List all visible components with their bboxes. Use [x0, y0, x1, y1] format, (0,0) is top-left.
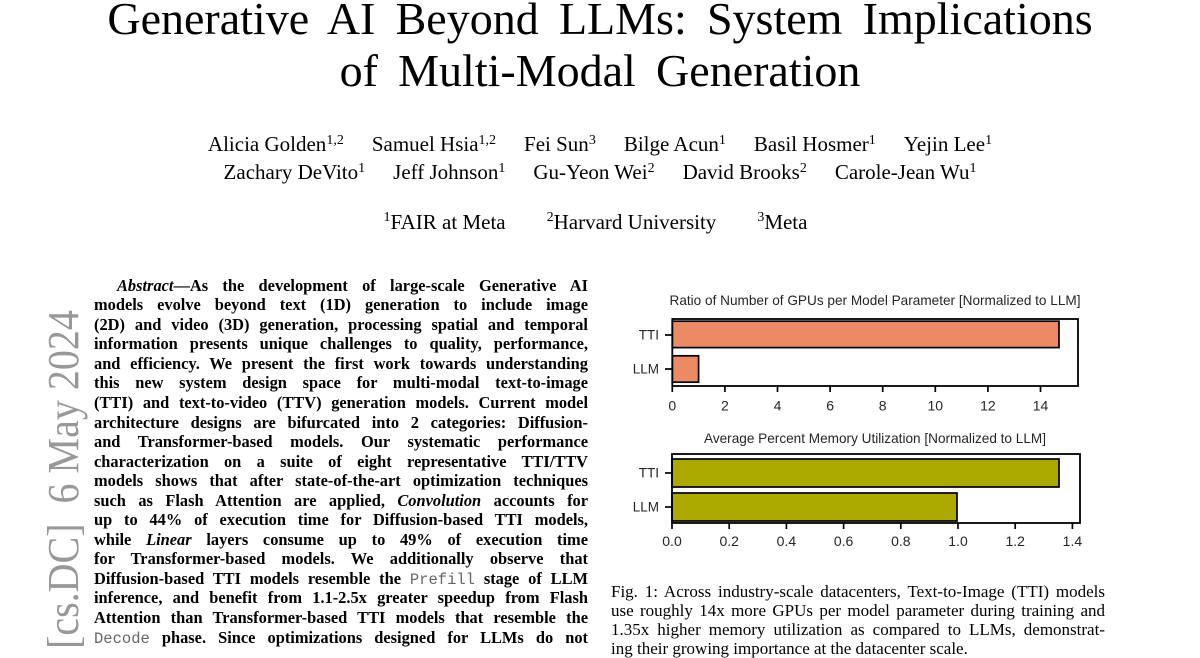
svg-text:0.0: 0.0 [662, 533, 682, 549]
svg-text:0.6: 0.6 [834, 533, 854, 549]
svg-text:0.4: 0.4 [777, 533, 797, 549]
svg-text:Ratio of Number of GPUs per Mo: Ratio of Number of GPUs per Model Parame… [670, 293, 1081, 308]
svg-text:LLM: LLM [633, 362, 659, 377]
svg-text:0: 0 [668, 397, 676, 413]
svg-text:LLM: LLM [633, 500, 659, 515]
svg-text:TTI: TTI [639, 466, 659, 481]
svg-text:1.2: 1.2 [1005, 533, 1025, 549]
svg-text:4: 4 [774, 397, 782, 413]
svg-text:6: 6 [826, 397, 834, 413]
svg-text:14: 14 [1033, 397, 1049, 413]
svg-text:12: 12 [980, 397, 996, 413]
svg-text:2: 2 [721, 397, 729, 413]
svg-text:0.8: 0.8 [891, 533, 911, 549]
svg-text:8: 8 [879, 397, 887, 413]
svg-text:TTI: TTI [639, 328, 659, 343]
svg-text:0.2: 0.2 [719, 533, 739, 549]
svg-text:10: 10 [928, 397, 944, 413]
svg-text:1.4: 1.4 [1063, 533, 1083, 549]
svg-text:1.0: 1.0 [948, 533, 968, 549]
svg-text:Average Percent Memory Utiliza: Average Percent Memory Utilization [Norm… [704, 431, 1046, 446]
